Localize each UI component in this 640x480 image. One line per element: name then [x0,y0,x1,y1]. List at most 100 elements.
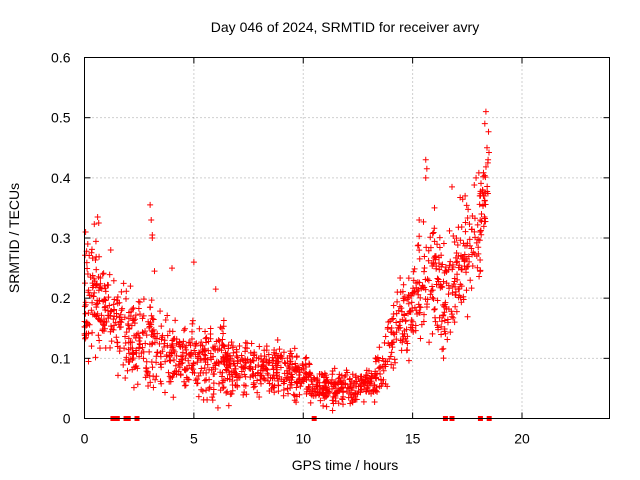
data-point [325,388,332,395]
data-point [105,312,112,319]
data-point [210,380,217,387]
data-point [429,330,436,337]
data-point [85,289,92,296]
data-point [218,347,225,354]
data-point [110,301,117,308]
spike-point [84,241,91,248]
data-point [382,380,389,387]
data-point [382,333,389,340]
data-point [127,344,134,351]
spike-point [484,144,490,151]
data-point [429,263,436,270]
data-point [274,369,281,376]
data-point [116,314,123,321]
data-point [342,380,349,387]
data-point [427,234,434,241]
data-point [414,242,421,249]
data-point [374,354,381,361]
data-point [418,321,425,328]
data-point [374,388,381,395]
data-point [379,380,386,387]
data-point [476,237,483,244]
data-point [168,344,175,351]
data-point [454,258,461,265]
data-point [216,380,223,387]
y-tick-label: 0 [63,411,71,427]
data-point [277,354,284,361]
data-point [309,386,316,393]
data-point [110,316,117,323]
data-point [201,364,208,371]
data-point [270,366,277,373]
data-point [441,309,448,316]
data-point [275,388,282,395]
data-point [242,339,249,346]
data-point [207,335,214,342]
data-point [88,307,95,314]
data-point [147,304,154,311]
data-point [353,378,360,385]
data-point [242,382,249,389]
data-point [330,400,337,407]
data-point [228,390,235,397]
data-point [89,311,96,318]
data-point [405,300,412,307]
data-point [317,397,324,404]
data-point [258,380,265,387]
data-point [221,358,228,365]
data-point [243,391,250,398]
data-point [457,237,464,244]
data-point [146,323,153,330]
data-point [129,317,136,324]
data-point [96,345,103,352]
data-point [139,329,146,336]
data-point [323,376,330,383]
data-point [447,258,454,265]
data-point [484,183,491,190]
data-point [464,214,471,221]
data-point [455,253,462,260]
data-point [223,367,230,374]
data-point [439,346,446,353]
data-point [280,386,287,393]
data-point [203,387,210,394]
data-point [115,321,122,328]
data-point [153,353,160,360]
data-point [415,291,422,298]
data-point [200,396,207,403]
data-point [142,374,149,381]
data-point [162,389,169,396]
data-point [412,322,419,329]
spike-point [151,268,158,275]
data-point [358,377,365,384]
data-point [214,404,221,411]
data-point [145,318,152,325]
data-point [265,360,272,367]
data-point [149,364,156,371]
data-point [238,352,245,359]
data-point [296,369,303,376]
data-point [153,359,160,366]
data-point [170,394,177,401]
data-point [166,353,173,360]
data-point [206,385,213,392]
data-point [372,387,379,394]
data-point [485,149,492,156]
data-point [402,317,409,324]
data-point [224,364,231,371]
data-point [466,221,473,228]
data-point [453,308,460,315]
data-point [479,202,486,209]
data-point [92,238,99,245]
data-point [90,293,97,300]
data-point [223,389,230,396]
data-point [449,283,456,290]
data-point [428,287,435,294]
data-point [409,324,416,331]
data-point [420,218,427,225]
data-point [476,201,483,208]
data-point [234,354,241,361]
data-point [100,321,107,328]
spike-point [147,201,154,208]
data-point [201,356,208,363]
